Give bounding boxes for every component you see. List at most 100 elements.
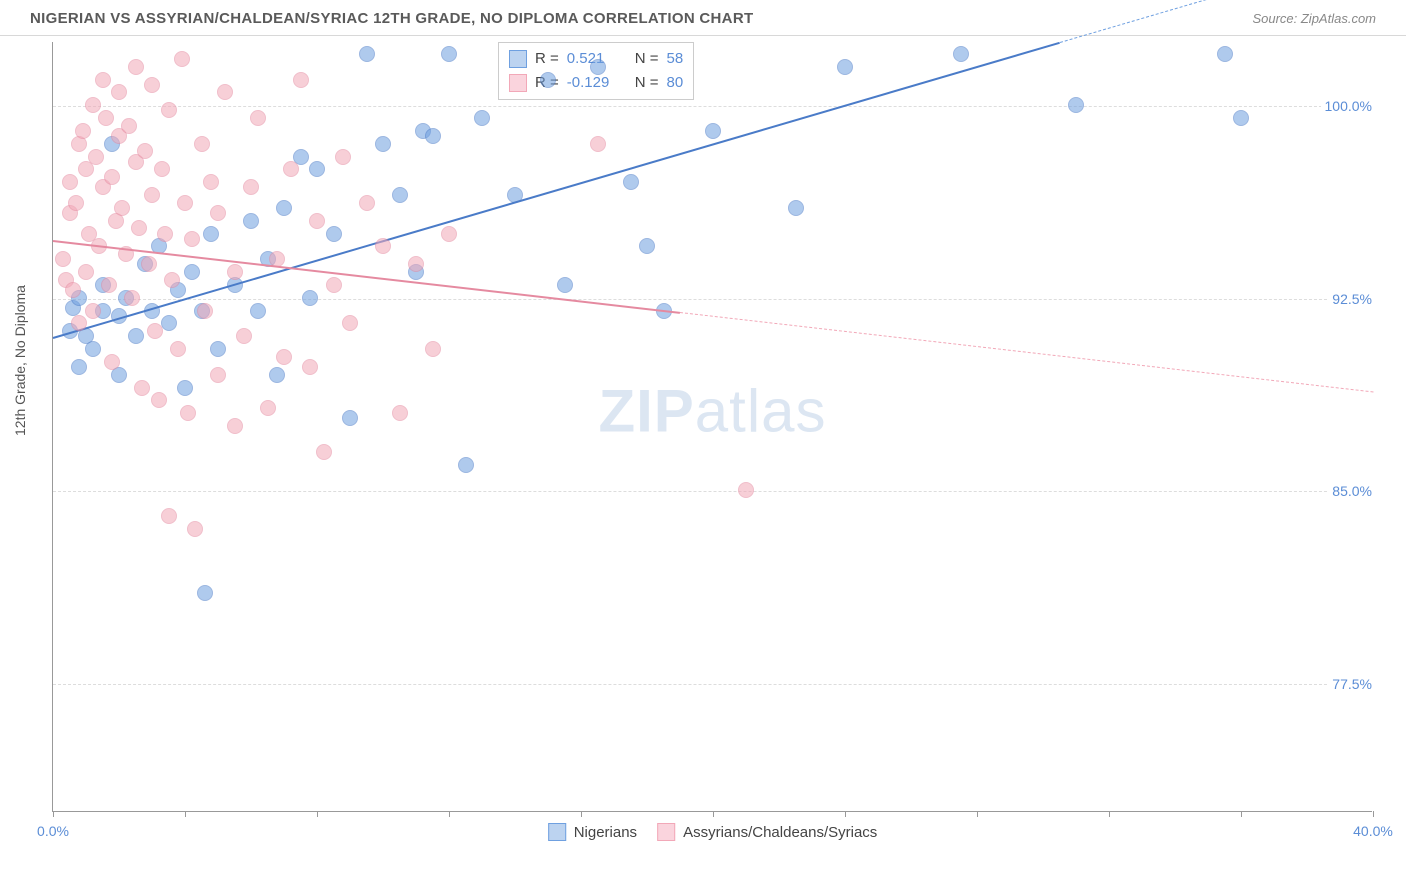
plot-area: ZIPatlas R = 0.521 N = 58 R = -0.129 N =… xyxy=(52,42,1372,812)
scatter-point xyxy=(187,521,203,537)
scatter-point xyxy=(590,59,606,75)
scatter-point xyxy=(134,380,150,396)
scatter-point xyxy=(260,400,276,416)
scatter-point xyxy=(71,359,87,375)
scatter-point xyxy=(180,405,196,421)
gridline xyxy=(53,106,1372,107)
scatter-point xyxy=(164,272,180,288)
scatter-point xyxy=(309,161,325,177)
swatch-icon xyxy=(509,50,527,68)
scatter-point xyxy=(88,149,104,165)
gridline xyxy=(53,491,1372,492)
scatter-point xyxy=(293,72,309,88)
scatter-point xyxy=(359,195,375,211)
trend-line xyxy=(53,240,680,314)
scatter-point xyxy=(425,341,441,357)
scatter-point xyxy=(124,290,140,306)
scatter-point xyxy=(128,59,144,75)
legend-label: Nigerians xyxy=(574,824,637,841)
scatter-point xyxy=(359,46,375,62)
n-value-assyrians: 80 xyxy=(667,71,684,95)
scatter-point xyxy=(1217,46,1233,62)
gridline xyxy=(53,299,1372,300)
scatter-point xyxy=(250,110,266,126)
scatter-point xyxy=(128,328,144,344)
scatter-point xyxy=(227,418,243,434)
scatter-point xyxy=(151,392,167,408)
scatter-point xyxy=(392,405,408,421)
legend-label: Assyrians/Chaldeans/Syriacs xyxy=(683,824,877,841)
scatter-point xyxy=(283,161,299,177)
legend: Nigerians Assyrians/Chaldeans/Syriacs xyxy=(548,823,878,841)
scatter-point xyxy=(144,187,160,203)
y-axis-label: 12th Grade, No Diploma xyxy=(12,285,28,436)
gridline xyxy=(53,684,1372,685)
scatter-point xyxy=(217,84,233,100)
scatter-point xyxy=(62,174,78,190)
x-tick xyxy=(845,811,846,817)
y-tick-label: 85.0% xyxy=(1328,483,1376,499)
scatter-point xyxy=(131,220,147,236)
scatter-point xyxy=(98,110,114,126)
y-tick-label: 100.0% xyxy=(1321,98,1376,114)
scatter-point xyxy=(144,77,160,93)
scatter-point xyxy=(705,123,721,139)
scatter-point xyxy=(197,585,213,601)
x-tick xyxy=(53,811,54,817)
scatter-point xyxy=(335,149,351,165)
x-tick xyxy=(449,811,450,817)
scatter-point xyxy=(147,323,163,339)
scatter-point xyxy=(236,328,252,344)
scatter-point xyxy=(250,303,266,319)
scatter-point xyxy=(408,256,424,272)
chart-header: NIGERIAN VS ASSYRIAN/CHALDEAN/SYRIAC 12T… xyxy=(0,0,1406,36)
scatter-point xyxy=(203,226,219,242)
scatter-point xyxy=(425,128,441,144)
scatter-point xyxy=(953,46,969,62)
scatter-point xyxy=(788,200,804,216)
scatter-point xyxy=(375,136,391,152)
scatter-point xyxy=(837,59,853,75)
scatter-point xyxy=(342,410,358,426)
scatter-point xyxy=(474,110,490,126)
scatter-point xyxy=(114,200,130,216)
x-tick xyxy=(1109,811,1110,817)
scatter-point xyxy=(375,238,391,254)
scatter-point xyxy=(184,264,200,280)
scatter-point xyxy=(590,136,606,152)
scatter-point xyxy=(302,290,318,306)
scatter-point xyxy=(210,367,226,383)
scatter-point xyxy=(170,341,186,357)
scatter-point xyxy=(738,482,754,498)
scatter-point xyxy=(243,213,259,229)
scatter-point xyxy=(177,380,193,396)
x-tick xyxy=(317,811,318,817)
scatter-point xyxy=(184,231,200,247)
scatter-point xyxy=(68,195,84,211)
scatter-point xyxy=(441,46,457,62)
x-tick xyxy=(1241,811,1242,817)
scatter-point xyxy=(197,303,213,319)
scatter-point xyxy=(441,226,457,242)
swatch-icon xyxy=(509,74,527,92)
scatter-point xyxy=(177,195,193,211)
scatter-point xyxy=(326,277,342,293)
scatter-point xyxy=(137,143,153,159)
scatter-point xyxy=(121,118,137,134)
chart-source: Source: ZipAtlas.com xyxy=(1252,11,1376,26)
x-tick-label: 40.0% xyxy=(1353,823,1393,839)
scatter-point xyxy=(276,200,292,216)
scatter-point xyxy=(342,315,358,331)
scatter-point xyxy=(458,457,474,473)
x-tick-label: 0.0% xyxy=(37,823,69,839)
scatter-point xyxy=(161,102,177,118)
trend-line-extrapolated xyxy=(680,312,1373,392)
scatter-point xyxy=(75,123,91,139)
scatter-point xyxy=(210,341,226,357)
scatter-point xyxy=(65,282,81,298)
x-tick xyxy=(713,811,714,817)
scatter-point xyxy=(316,444,332,460)
scatter-point xyxy=(154,161,170,177)
scatter-point xyxy=(194,136,210,152)
scatter-point xyxy=(243,179,259,195)
